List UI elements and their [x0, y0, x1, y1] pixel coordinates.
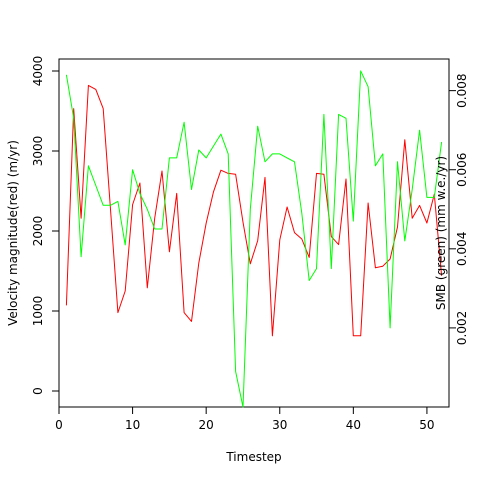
right-y-axis: 0.002 0.004 0.006 0.008	[448, 73, 469, 345]
right-y-tick-label: 0.008	[455, 73, 469, 107]
x-tick-label: 50	[419, 418, 434, 432]
series-layer	[65, 70, 443, 408]
right-y-tick-label: 0.004	[455, 232, 469, 266]
x-tick-label: 30	[272, 418, 287, 432]
velocity-series-line	[65, 84, 443, 337]
left-y-tick-label: 3000	[31, 136, 45, 167]
left-y-axis: 0 1000 2000 3000 4000	[31, 56, 60, 395]
left-y-tick-label: 2000	[31, 216, 45, 247]
x-tick-label: 0	[55, 418, 63, 432]
right-y-axis-title: SMB (green) (mm w.e./yr)	[434, 156, 448, 310]
left-y-tick-label: 1000	[31, 296, 45, 327]
left-y-tick-label: 4000	[31, 56, 45, 87]
x-tick-label: 20	[199, 418, 214, 432]
x-tick-label: 10	[125, 418, 140, 432]
right-y-tick-label: 0.002	[455, 311, 469, 345]
left-y-axis-title: Velocity magnitude(red) (m/yr)	[6, 140, 20, 326]
smb-series-line	[65, 70, 443, 408]
x-tick-label: 40	[346, 418, 361, 432]
left-y-tick-label: 0	[31, 387, 45, 395]
x-axis-title: Timestep	[225, 450, 281, 464]
right-y-tick-label: 0.006	[455, 153, 469, 187]
